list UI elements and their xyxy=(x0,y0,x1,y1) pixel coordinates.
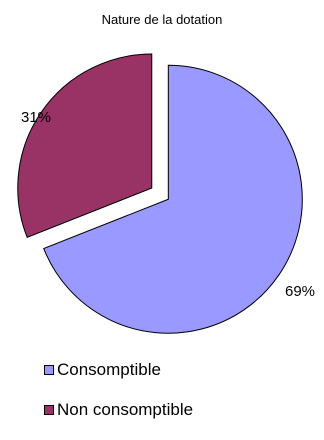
legend-item-non-consomptible: Non consomptible xyxy=(44,400,304,420)
legend-swatch-non-consomptible xyxy=(44,405,54,415)
data-label-non-consomptible: 31% xyxy=(21,109,51,126)
pie-slice-consomptible xyxy=(43,64,303,334)
data-label-consomptible: 69% xyxy=(285,283,315,300)
pie-chart: Nature de la dotation 69% 31% xyxy=(17,12,315,334)
legend-label-non-consomptible: Non consomptible xyxy=(57,400,194,419)
legend-swatch-consomptible xyxy=(44,365,54,375)
legend-item-consomptible: Consomptible xyxy=(44,360,304,380)
pie-data-labels: 69% 31% xyxy=(21,109,315,300)
chart-title: Nature de la dotation xyxy=(102,12,223,27)
pie-slice-non-consomptible xyxy=(17,53,153,238)
chart-legend: Consomptible Non consomptible xyxy=(44,360,304,440)
legend-label-consomptible: Consomptible xyxy=(57,360,161,379)
pie-slices xyxy=(17,53,303,334)
